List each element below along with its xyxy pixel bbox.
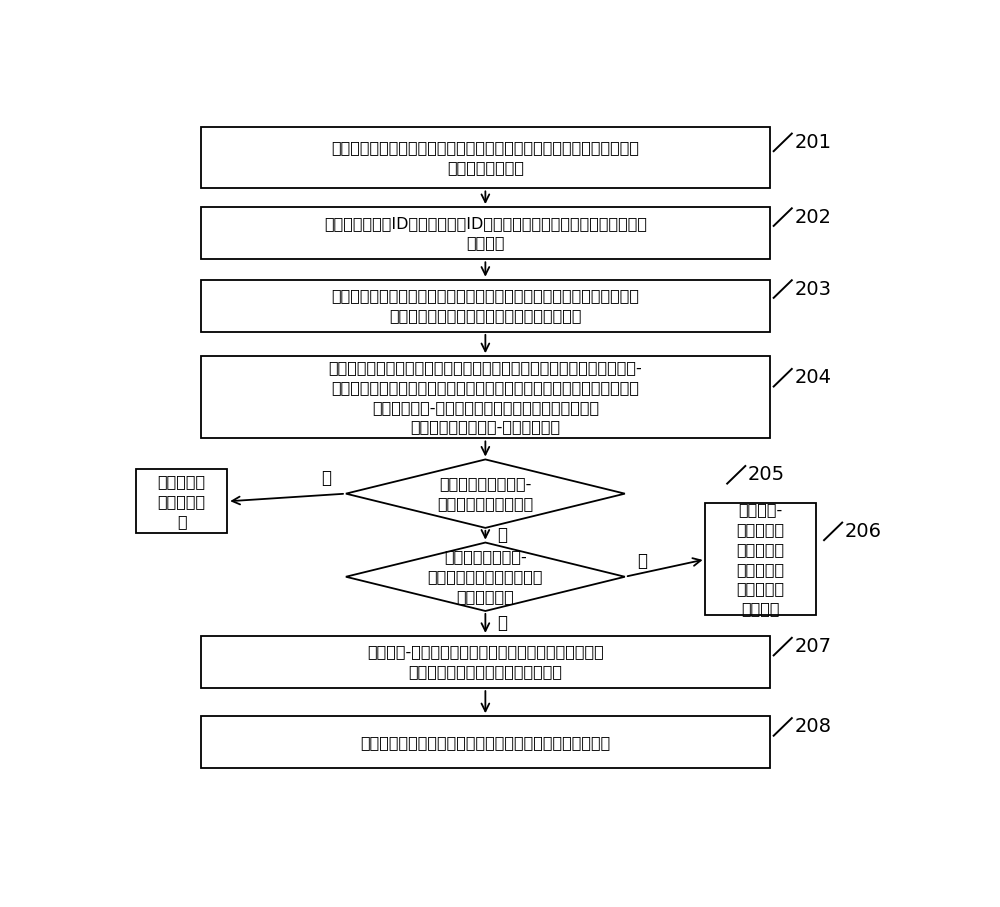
Text: 206: 206 xyxy=(845,522,882,541)
Polygon shape xyxy=(346,460,625,528)
FancyBboxPatch shape xyxy=(201,207,770,259)
Text: 否: 否 xyxy=(322,469,332,487)
Text: 当待测基站或电力无线通信模块存在异常时，产生告警信号: 当待测基站或电力无线通信模块存在异常时，产生告警信号 xyxy=(360,735,610,750)
Text: 是: 是 xyxy=(637,552,647,571)
Text: 判断是否存在时间-
信号强度曲线为异常的电力
无线通信模块: 判断是否存在时间- 信号强度曲线为异常的电力 无线通信模块 xyxy=(428,550,543,604)
Text: 获取待测基站的ID序列号，根据ID序列号确定待测基站对应的各电力无线
通信模块: 获取待测基站的ID序列号，根据ID序列号确定待测基站对应的各电力无线 通信模块 xyxy=(324,216,647,250)
Text: 判断待测基站的时间-
信号强度曲线是否正常: 判断待测基站的时间- 信号强度曲线是否正常 xyxy=(437,476,534,511)
FancyBboxPatch shape xyxy=(201,127,770,189)
FancyBboxPatch shape xyxy=(201,356,770,438)
FancyBboxPatch shape xyxy=(201,636,770,688)
Text: 确定待测基
站为异常状
态: 确定待测基 站为异常状 态 xyxy=(158,474,206,529)
Text: 201: 201 xyxy=(795,132,832,151)
Polygon shape xyxy=(346,542,625,611)
Text: 203: 203 xyxy=(795,279,832,298)
Text: 获取各电力无线通信模块的信号强度、丢包率、以及待测基站的信号强度
，待测基站为各电力无线通信模块的接入基站: 获取各电力无线通信模块的信号强度、丢包率、以及待测基站的信号强度 ，待测基站为各… xyxy=(331,288,639,323)
Text: 接收电网系统中所有电力无线通信模块的信号强度、丢包率以及待测基站
的信号强度并保存: 接收电网系统中所有电力无线通信模块的信号强度、丢包率以及待测基站 的信号强度并保… xyxy=(331,141,639,175)
Text: 204: 204 xyxy=(795,368,832,387)
Text: 205: 205 xyxy=(748,465,785,484)
Text: 否: 否 xyxy=(497,614,507,632)
Text: 207: 207 xyxy=(795,637,832,656)
Text: 202: 202 xyxy=(795,208,832,227)
FancyBboxPatch shape xyxy=(201,717,770,768)
Text: 208: 208 xyxy=(795,717,832,736)
FancyBboxPatch shape xyxy=(201,279,770,332)
FancyBboxPatch shape xyxy=(136,469,227,533)
Text: 根据时间-丢包率曲线为异常的电力无线通信模块，确定
待测基站的天线存在异常的发射角度: 根据时间-丢包率曲线为异常的电力无线通信模块，确定 待测基站的天线存在异常的发射… xyxy=(367,645,604,679)
Text: 确定时间-
信号强度曲
线为异常的
电力无线通
信模块的为
异常状态: 确定时间- 信号强度曲 线为异常的 电力无线通 信模块的为 异常状态 xyxy=(736,502,785,616)
FancyBboxPatch shape xyxy=(705,503,816,615)
Text: 是: 是 xyxy=(497,526,507,544)
Text: 根据各电力无线通信模块的信号强度分别生成各电力无线通信模块的时间-
信号强度曲线；根据各电力无线通信模块的丢包率分别生成各电力无线通
信模块的时间-丢包率曲线；: 根据各电力无线通信模块的信号强度分别生成各电力无线通信模块的时间- 信号强度曲线… xyxy=(328,360,642,434)
